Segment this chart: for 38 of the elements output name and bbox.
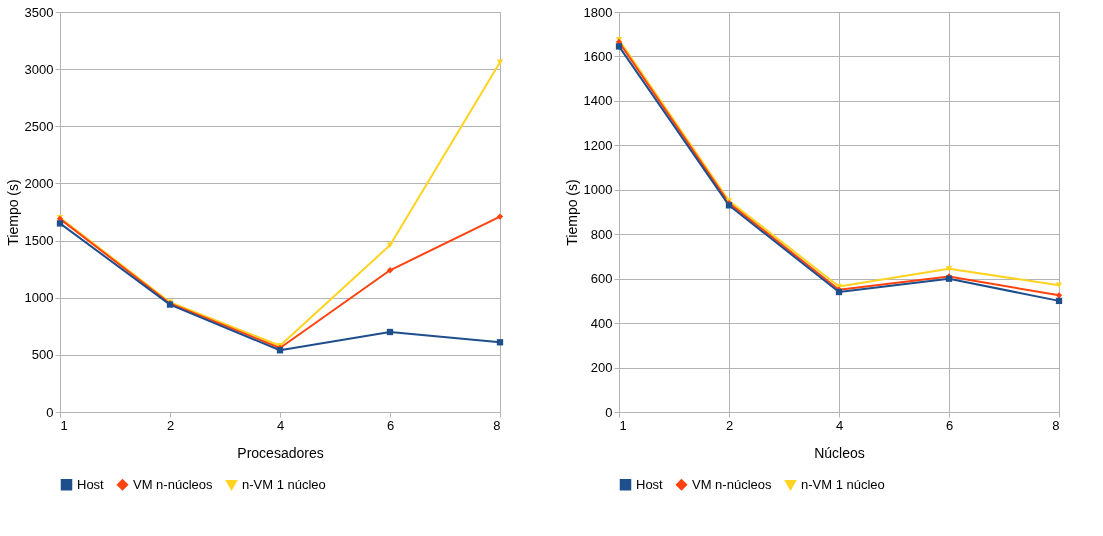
y-tick-label: 600 bbox=[590, 271, 613, 287]
y-tick-label: 1200 bbox=[583, 137, 613, 153]
x-tick-label: 2 bbox=[166, 417, 175, 433]
x-tick-label: 4 bbox=[835, 417, 844, 433]
x-axis-title: Procesadores bbox=[237, 444, 324, 461]
y-axis-title: Tiempo (s) bbox=[563, 179, 580, 246]
y-tick-label: 1000 bbox=[583, 182, 613, 198]
x-tick-label: 1 bbox=[619, 417, 627, 433]
y-tick-label: 0 bbox=[46, 404, 54, 420]
x-tick-label: 6 bbox=[386, 417, 395, 433]
y-tick-label: 500 bbox=[31, 347, 54, 363]
y-tick-label: 1800 bbox=[583, 4, 613, 20]
x-axis-title: Núcleos bbox=[814, 444, 865, 461]
x-tick-label: 8 bbox=[1052, 417, 1060, 433]
y-tick-label: 1000 bbox=[24, 290, 54, 306]
legend-label: Host bbox=[636, 476, 664, 492]
x-tick-label: 4 bbox=[276, 417, 285, 433]
y-tick-label: 0 bbox=[605, 404, 613, 420]
legend-label: n-VM 1 núcleo bbox=[801, 477, 885, 493]
legend-label: n-VM 1 núcleo bbox=[242, 477, 326, 493]
x-tick-label: 8 bbox=[493, 417, 501, 433]
y-tick-label: 2000 bbox=[24, 175, 54, 191]
y-tick-label: 800 bbox=[590, 226, 613, 242]
y-tick-label: 1400 bbox=[583, 93, 613, 109]
legend-label: Host bbox=[77, 476, 105, 492]
x-tick-label: 6 bbox=[945, 417, 954, 433]
x-tick-label: 2 bbox=[725, 417, 734, 433]
legend-label: VM n-núcleos bbox=[133, 476, 213, 492]
x-tick-label: 1 bbox=[60, 417, 68, 433]
y-tick-label: 200 bbox=[590, 360, 613, 376]
y-tick-label: 3000 bbox=[24, 61, 54, 77]
y-tick-label: 400 bbox=[590, 315, 613, 331]
y-axis-title: Tiempo (s) bbox=[4, 179, 21, 246]
y-tick-label: 1600 bbox=[583, 48, 613, 64]
y-tick-label: 2500 bbox=[24, 118, 54, 134]
legend-label: VM n-núcleos bbox=[692, 476, 772, 492]
y-tick-label: 1500 bbox=[24, 233, 54, 249]
y-tick-label: 3500 bbox=[24, 4, 54, 20]
